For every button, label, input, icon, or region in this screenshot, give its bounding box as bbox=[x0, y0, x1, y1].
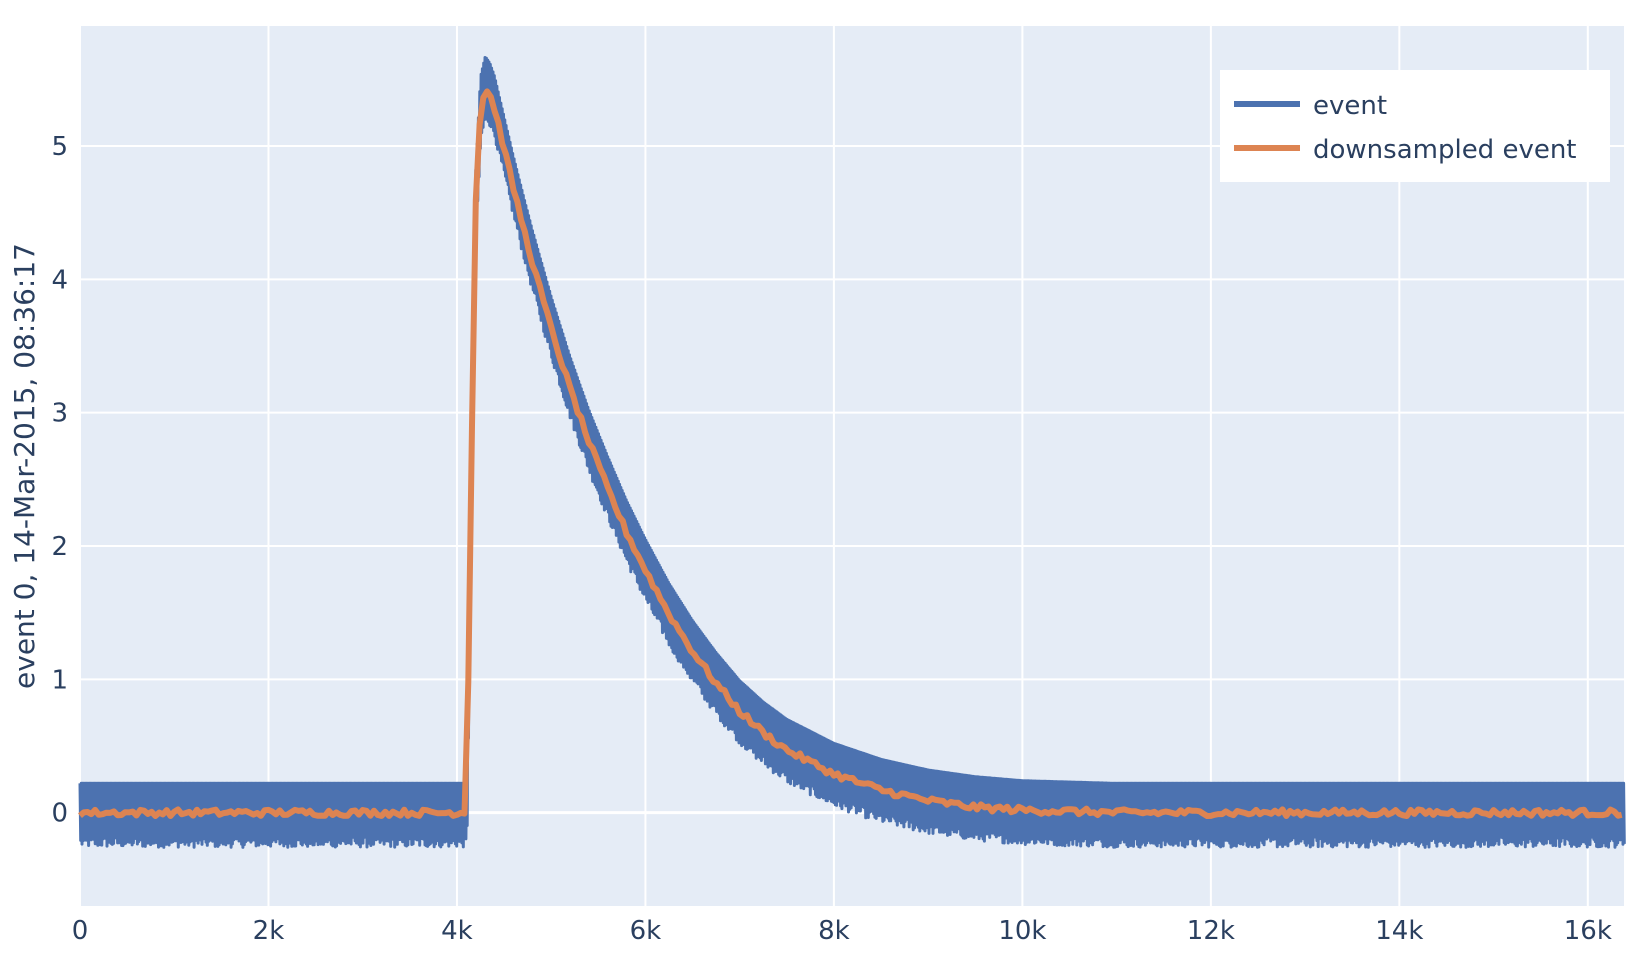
y-axis-label: event 0, 14-Mar-2015, 08:36:17 bbox=[8, 243, 41, 689]
y-axis-ticks: 0 1 2 3 4 5 bbox=[51, 132, 68, 829]
legend-label-event: event bbox=[1313, 91, 1387, 121]
x-tick-label: 6k bbox=[630, 916, 662, 946]
legend: event downsampled event bbox=[1220, 70, 1610, 182]
x-tick-label: 12k bbox=[1187, 916, 1235, 946]
legend-box bbox=[1220, 70, 1610, 182]
x-tick-label: 16k bbox=[1564, 916, 1612, 946]
y-tick-label: 4 bbox=[51, 265, 68, 295]
y-tick-label: 2 bbox=[51, 532, 68, 562]
y-tick-label: 0 bbox=[51, 799, 68, 829]
legend-label-downsampled-event: downsampled event bbox=[1313, 135, 1577, 165]
series-layer bbox=[78, 56, 1626, 849]
x-tick-label: 2k bbox=[253, 916, 285, 946]
y-tick-label: 5 bbox=[51, 132, 68, 162]
x-axis-ticks: 0 2k 4k 6k 8k 10k 12k 14k 16k bbox=[72, 916, 1612, 946]
x-tick-label: 10k bbox=[998, 916, 1046, 946]
x-tick-label: 0 bbox=[72, 916, 89, 946]
x-tick-label: 14k bbox=[1375, 916, 1423, 946]
y-tick-label: 1 bbox=[51, 665, 68, 695]
y-tick-label: 3 bbox=[51, 399, 68, 429]
series-line-downsampled-event bbox=[78, 88, 1623, 819]
x-tick-label: 4k bbox=[441, 916, 473, 946]
x-tick-label: 8k bbox=[818, 916, 850, 946]
